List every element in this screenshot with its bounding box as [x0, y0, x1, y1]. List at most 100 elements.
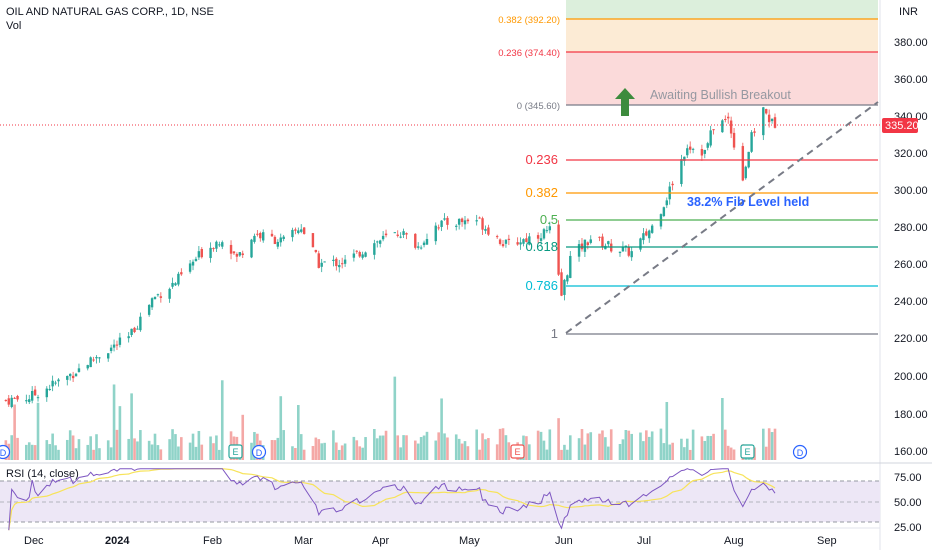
volume-bar [361, 447, 364, 460]
volume-bar [425, 431, 429, 460]
time-axis[interactable]: Dec 2024 Feb Mar Apr May Jun Jul Aug Sep [24, 535, 837, 547]
candle-body [425, 239, 429, 245]
candle-body [256, 233, 259, 235]
candle-body [478, 217, 481, 219]
rsi-line [8, 468, 776, 531]
earnings-marker[interactable]: E [228, 444, 243, 459]
volume-bar [566, 449, 569, 460]
candle-body [300, 229, 303, 232]
volume-bar [139, 430, 142, 460]
candle-body [457, 218, 461, 225]
fib-label-0786: 0.786 [525, 278, 558, 293]
volume-bar [384, 430, 388, 460]
fib-held-annotation: 38.2% Fib Level held [687, 195, 809, 209]
volume-bar [671, 442, 674, 460]
volume-bar [130, 393, 133, 460]
price-tick: 180.00 [894, 409, 928, 421]
candle-body [77, 368, 81, 372]
candle-body [232, 251, 236, 254]
candle-body [706, 143, 709, 148]
candle-body [212, 248, 215, 250]
svg-text:D: D [0, 448, 7, 458]
candle-body [253, 235, 256, 242]
volume-bar [764, 446, 768, 460]
volume-bar [457, 438, 461, 460]
volume-bar [340, 445, 344, 460]
candle-body [282, 236, 285, 240]
volume-bar [498, 428, 502, 460]
volume-bar [65, 439, 69, 460]
volume-bar [250, 442, 253, 460]
volume-bar [762, 428, 765, 460]
dividend-marker[interactable]: D [792, 444, 808, 460]
candle-body [218, 244, 221, 246]
volume-bar [291, 446, 294, 460]
volume-bar [466, 446, 470, 460]
price-tick: 240.00 [894, 296, 928, 308]
earnings-marker[interactable]: E [740, 444, 755, 459]
volume-bar [609, 429, 613, 460]
time-label: Jun [555, 535, 573, 547]
volume-bar [475, 429, 478, 460]
candle-body [650, 225, 654, 233]
candle-body [560, 272, 563, 296]
volume-bar [507, 442, 511, 460]
volume-bar [542, 440, 546, 460]
volume-bar [580, 429, 584, 460]
volume-bar [624, 429, 628, 460]
price-axis[interactable]: 380.00 360.00 340.00 320.00 300.00 280.0… [882, 37, 928, 534]
volume-bar [168, 439, 171, 460]
volume-bar [419, 436, 423, 460]
volume-bar [177, 446, 180, 460]
candle-body [686, 148, 689, 156]
rsi-label: RSI (14, close) [6, 468, 79, 480]
volume-bar [215, 435, 218, 460]
candle-body [642, 233, 645, 241]
candle-body [343, 259, 347, 264]
candle-body [373, 243, 376, 255]
candle-body [320, 262, 323, 267]
earnings-marker[interactable]: E [510, 444, 525, 459]
candle-body [57, 379, 60, 382]
dividend-marker[interactable]: D [0, 444, 11, 460]
fib-label-0382: 0.382 [525, 185, 558, 200]
candle-body [770, 118, 774, 122]
volume-bar [598, 433, 601, 460]
rsi-tick: 25.00 [894, 522, 922, 534]
candle-body [405, 233, 408, 235]
symbol-title[interactable]: OIL AND NATURAL GAS CORP., 1D, NSE [6, 6, 214, 18]
candle-body [665, 200, 668, 206]
time-label: Sep [817, 535, 837, 547]
volume-bar [583, 444, 587, 460]
volume-bar [323, 442, 326, 460]
trendline[interactable] [565, 101, 879, 334]
candle-body [437, 227, 440, 229]
dividend-marker[interactable]: D [251, 444, 267, 460]
candle-body [414, 233, 417, 248]
volume-bar [586, 433, 590, 460]
candle-body [314, 249, 318, 252]
volume-bar [364, 437, 367, 460]
candle-body [422, 242, 426, 246]
candle-body [355, 250, 358, 252]
candle-body [487, 227, 490, 235]
volume-bar [604, 437, 607, 460]
candle-body [583, 239, 587, 252]
volume-bar [650, 431, 654, 460]
candle-body [71, 375, 75, 379]
volume-label[interactable]: Vol [6, 20, 22, 32]
volume-bar [51, 433, 54, 460]
candle-body [45, 388, 48, 398]
volume-bar [273, 440, 277, 460]
volume-bar [297, 405, 300, 460]
candle-body [174, 283, 177, 286]
candle-body [139, 316, 142, 331]
time-label: Feb [203, 535, 222, 547]
candle-body [98, 357, 101, 359]
event-markers[interactable]: D E D E E D [0, 444, 808, 460]
volume-bar [48, 444, 52, 460]
candle-body [156, 294, 160, 296]
volume-bar [86, 444, 90, 460]
volume-bar [463, 441, 467, 460]
